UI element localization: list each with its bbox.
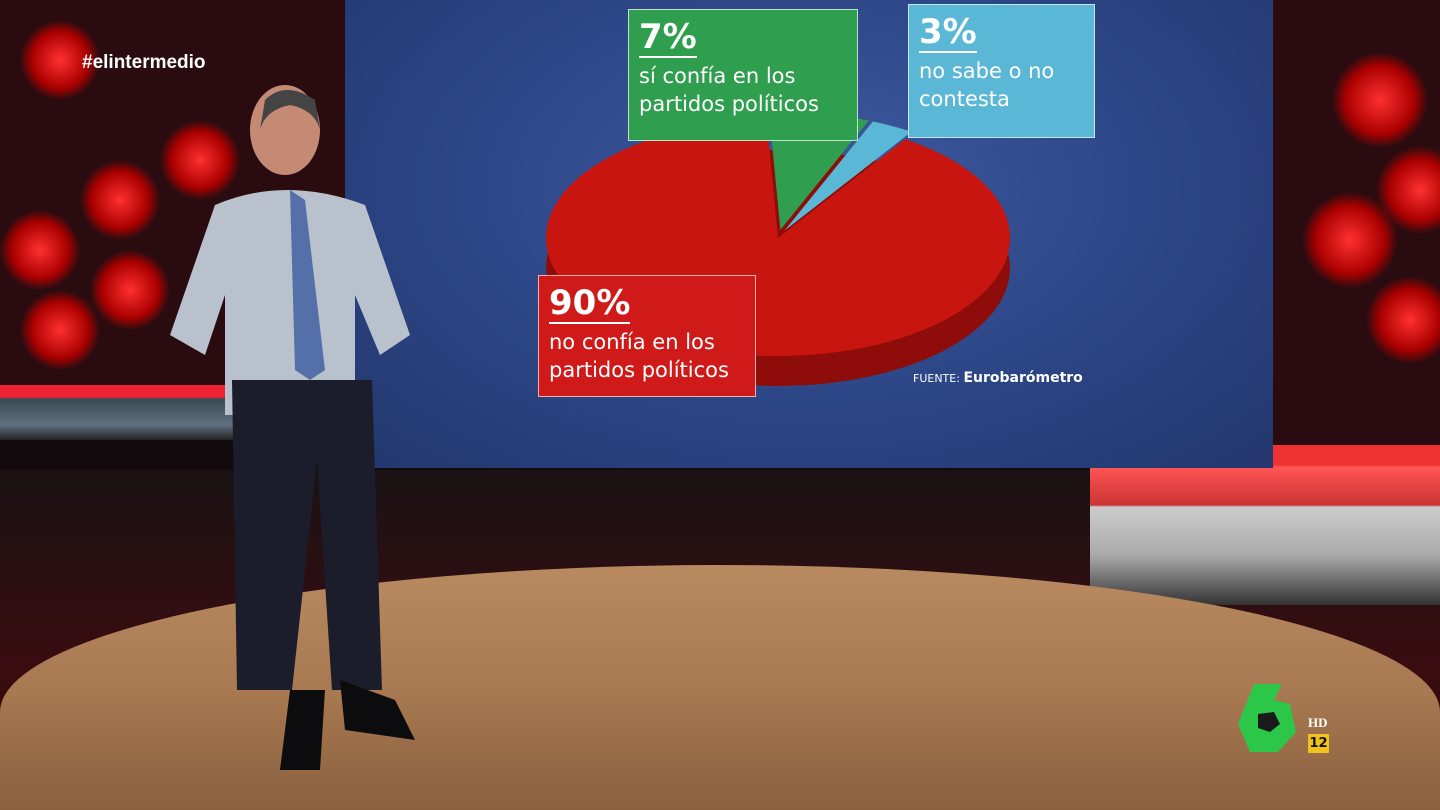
slice-percent: 90% xyxy=(549,283,631,324)
pie-slice xyxy=(784,121,912,231)
age-rating-badge: 12 xyxy=(1308,734,1329,753)
studio-strip-right xyxy=(1090,445,1440,605)
pie-slice xyxy=(768,111,869,230)
slice-label-dont-know: 3% no sabe o no contesta xyxy=(908,4,1095,138)
source-prefix: FUENTE: xyxy=(913,372,960,385)
channel-logo-six xyxy=(1238,684,1296,752)
hd-badge: HD xyxy=(1308,715,1328,730)
presenter xyxy=(170,85,415,770)
slice-text: no confía en los partidos políticos xyxy=(549,330,729,382)
slice-label-yes: 7% sí confía en los partidos políticos xyxy=(628,9,858,141)
source-name: Eurobarómetro xyxy=(963,370,1083,386)
slice-percent: 3% xyxy=(919,12,977,53)
slice-text: no sabe o no contesta xyxy=(919,59,1055,111)
studio-wall-right xyxy=(1260,0,1440,450)
chart-source: FUENTE: Eurobarómetro xyxy=(913,370,1083,386)
slice-percent: 7% xyxy=(639,17,697,58)
show-hashtag: #elintermedio xyxy=(82,52,206,73)
slice-label-no: 90% no confía en los partidos políticos xyxy=(538,275,756,397)
slice-text: sí confía en los partidos políticos xyxy=(639,64,819,116)
